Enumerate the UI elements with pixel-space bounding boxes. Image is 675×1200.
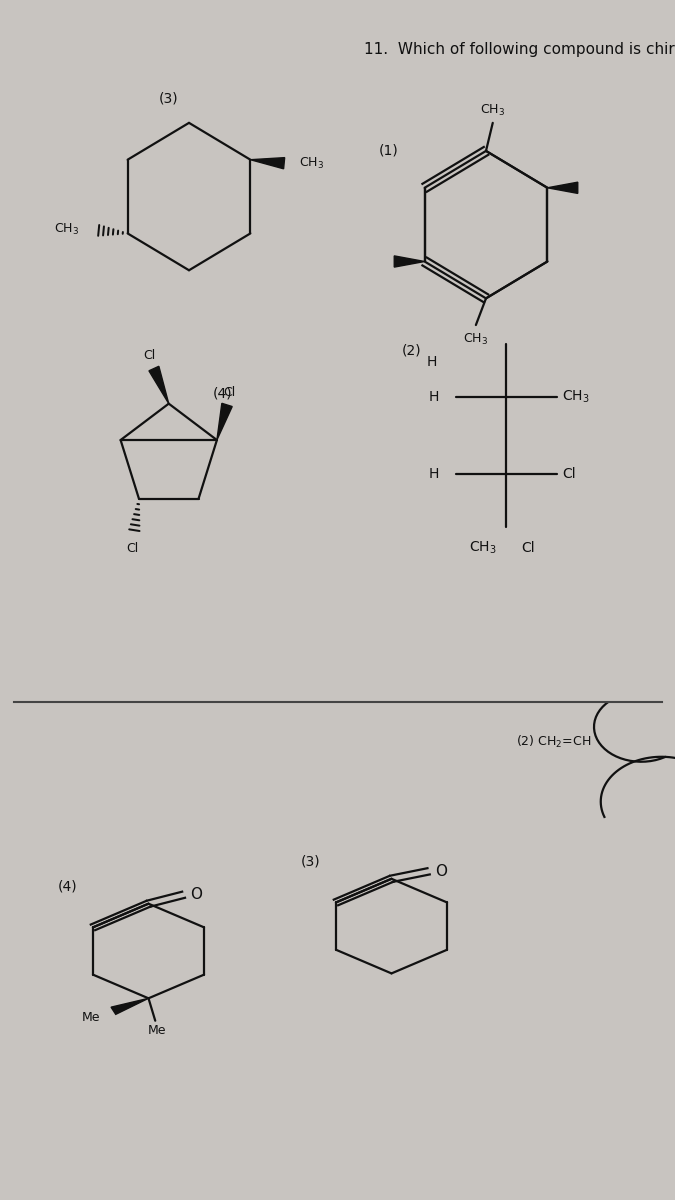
Text: CH$_3$: CH$_3$ bbox=[562, 389, 590, 404]
Text: (3): (3) bbox=[300, 854, 321, 869]
Text: Cl: Cl bbox=[562, 467, 576, 481]
Text: CH$_3$: CH$_3$ bbox=[299, 156, 324, 170]
Text: O: O bbox=[190, 887, 202, 902]
Text: Me: Me bbox=[147, 1024, 166, 1037]
Polygon shape bbox=[394, 256, 425, 268]
Text: H: H bbox=[429, 390, 439, 403]
Text: H: H bbox=[427, 354, 437, 368]
Polygon shape bbox=[111, 998, 148, 1014]
Text: Cl: Cl bbox=[126, 541, 138, 554]
Polygon shape bbox=[149, 366, 169, 403]
Polygon shape bbox=[217, 403, 232, 440]
Text: (1): (1) bbox=[378, 144, 398, 158]
Text: Cl: Cl bbox=[521, 540, 535, 554]
Text: Me: Me bbox=[82, 1010, 100, 1024]
Text: (2) CH$_2$=CH: (2) CH$_2$=CH bbox=[516, 733, 591, 750]
Text: O: O bbox=[435, 864, 447, 878]
Text: CH$_3$: CH$_3$ bbox=[463, 331, 489, 347]
Text: CH$_3$: CH$_3$ bbox=[469, 539, 496, 556]
Text: (3): (3) bbox=[159, 91, 179, 106]
Text: (4): (4) bbox=[213, 386, 233, 400]
Text: (2): (2) bbox=[402, 344, 422, 358]
Text: 11.  Which of following compound is chiral: 11. Which of following compound is chira… bbox=[364, 42, 675, 56]
Text: Cl: Cl bbox=[144, 349, 156, 362]
Text: Cl: Cl bbox=[223, 385, 235, 398]
Polygon shape bbox=[250, 157, 285, 169]
Text: H: H bbox=[429, 467, 439, 481]
Text: (4): (4) bbox=[57, 880, 78, 893]
Text: CH$_3$: CH$_3$ bbox=[54, 222, 79, 238]
Text: CH$_3$: CH$_3$ bbox=[480, 103, 506, 118]
Polygon shape bbox=[547, 182, 578, 193]
